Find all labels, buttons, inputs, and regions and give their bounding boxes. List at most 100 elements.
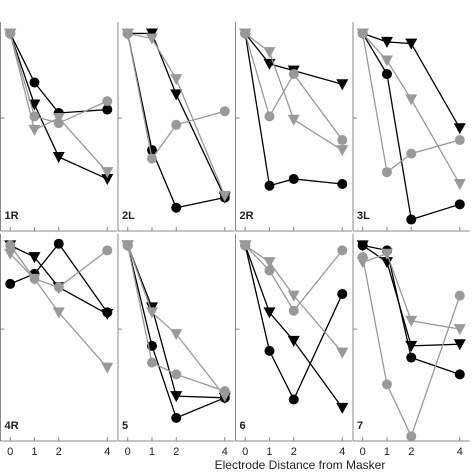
- panel-label: 7: [357, 420, 363, 432]
- point: [101, 362, 114, 374]
- series-line: [244, 33, 343, 187]
- series-line: [127, 245, 226, 419]
- series-line: [362, 32, 461, 129]
- point: [101, 173, 114, 185]
- panel-label: 2R: [240, 210, 254, 222]
- point: [288, 305, 299, 316]
- point: [337, 135, 348, 146]
- series-line: [362, 33, 461, 185]
- point: [239, 240, 252, 252]
- panel-label: 5: [122, 420, 128, 432]
- point: [28, 252, 41, 264]
- point: [53, 238, 64, 249]
- series-line: [244, 33, 343, 85]
- point: [239, 28, 252, 40]
- point: [102, 104, 113, 115]
- point: [454, 135, 465, 146]
- point: [218, 391, 231, 403]
- series-line: [127, 33, 225, 161]
- point: [264, 345, 275, 356]
- point: [170, 74, 183, 86]
- series-line: [9, 33, 108, 180]
- series-line: [362, 244, 460, 347]
- series-line: [244, 244, 343, 353]
- point: [453, 339, 466, 351]
- point: [146, 153, 157, 164]
- x-tick-label: 1: [31, 446, 37, 458]
- series-line: [362, 256, 461, 439]
- series-line: [9, 33, 108, 173]
- series-line: [9, 33, 108, 124]
- point: [218, 190, 231, 202]
- series-line: [244, 245, 343, 401]
- x-tick-label: 4: [104, 446, 110, 458]
- point: [145, 33, 158, 45]
- point: [52, 307, 65, 319]
- point: [453, 179, 466, 191]
- point: [336, 402, 349, 414]
- point: [264, 111, 275, 122]
- point: [102, 245, 113, 256]
- point: [219, 106, 230, 117]
- series-line: [127, 33, 225, 209]
- point: [336, 347, 349, 359]
- point: [5, 240, 16, 251]
- point: [337, 288, 348, 299]
- x-tick-label: 4: [457, 446, 463, 458]
- series-line: [9, 244, 108, 288]
- point: [28, 124, 41, 136]
- point: [4, 28, 17, 40]
- point: [264, 265, 275, 276]
- point: [28, 273, 41, 285]
- point: [406, 214, 417, 225]
- point: [405, 340, 418, 352]
- point: [288, 173, 299, 184]
- series-line: [244, 244, 343, 312]
- x-tick-label: 4: [222, 446, 228, 458]
- series-line: [362, 252, 460, 330]
- point: [121, 240, 134, 252]
- point: [53, 282, 64, 293]
- point: [52, 113, 65, 125]
- point: [171, 412, 182, 423]
- point: [380, 248, 393, 260]
- point: [101, 167, 114, 179]
- point: [4, 248, 17, 260]
- series-line: [127, 245, 226, 397]
- point: [380, 257, 393, 269]
- point: [171, 202, 182, 213]
- x-tick-label: 1: [384, 446, 390, 458]
- point: [406, 148, 417, 159]
- point: [337, 179, 348, 190]
- point: [170, 329, 183, 341]
- point: [287, 335, 300, 347]
- point: [454, 199, 465, 210]
- point: [52, 151, 65, 163]
- point: [454, 290, 465, 301]
- x-axis-title: Electrode Distance from Masker: [215, 458, 386, 472]
- point: [28, 99, 41, 111]
- point: [287, 290, 300, 302]
- x-tick-label: 0: [125, 446, 131, 458]
- x-tick-label: 4: [339, 446, 345, 458]
- point: [336, 145, 349, 157]
- point: [170, 89, 183, 101]
- series-line: [362, 33, 460, 174]
- x-tick-label: 0: [7, 446, 13, 458]
- point: [336, 79, 349, 91]
- point: [29, 77, 40, 88]
- series-line: [9, 242, 108, 313]
- point: [406, 431, 417, 442]
- x-tick-label: 0: [242, 446, 248, 458]
- point: [146, 357, 157, 368]
- point: [454, 369, 465, 380]
- point: [170, 391, 183, 403]
- panel-label: 6: [240, 420, 246, 432]
- series-line: [9, 244, 108, 315]
- series-line: [127, 245, 226, 392]
- panel-label: 4R: [5, 420, 19, 432]
- point: [405, 38, 418, 50]
- point: [287, 114, 300, 126]
- x-tick-label: 2: [408, 446, 414, 458]
